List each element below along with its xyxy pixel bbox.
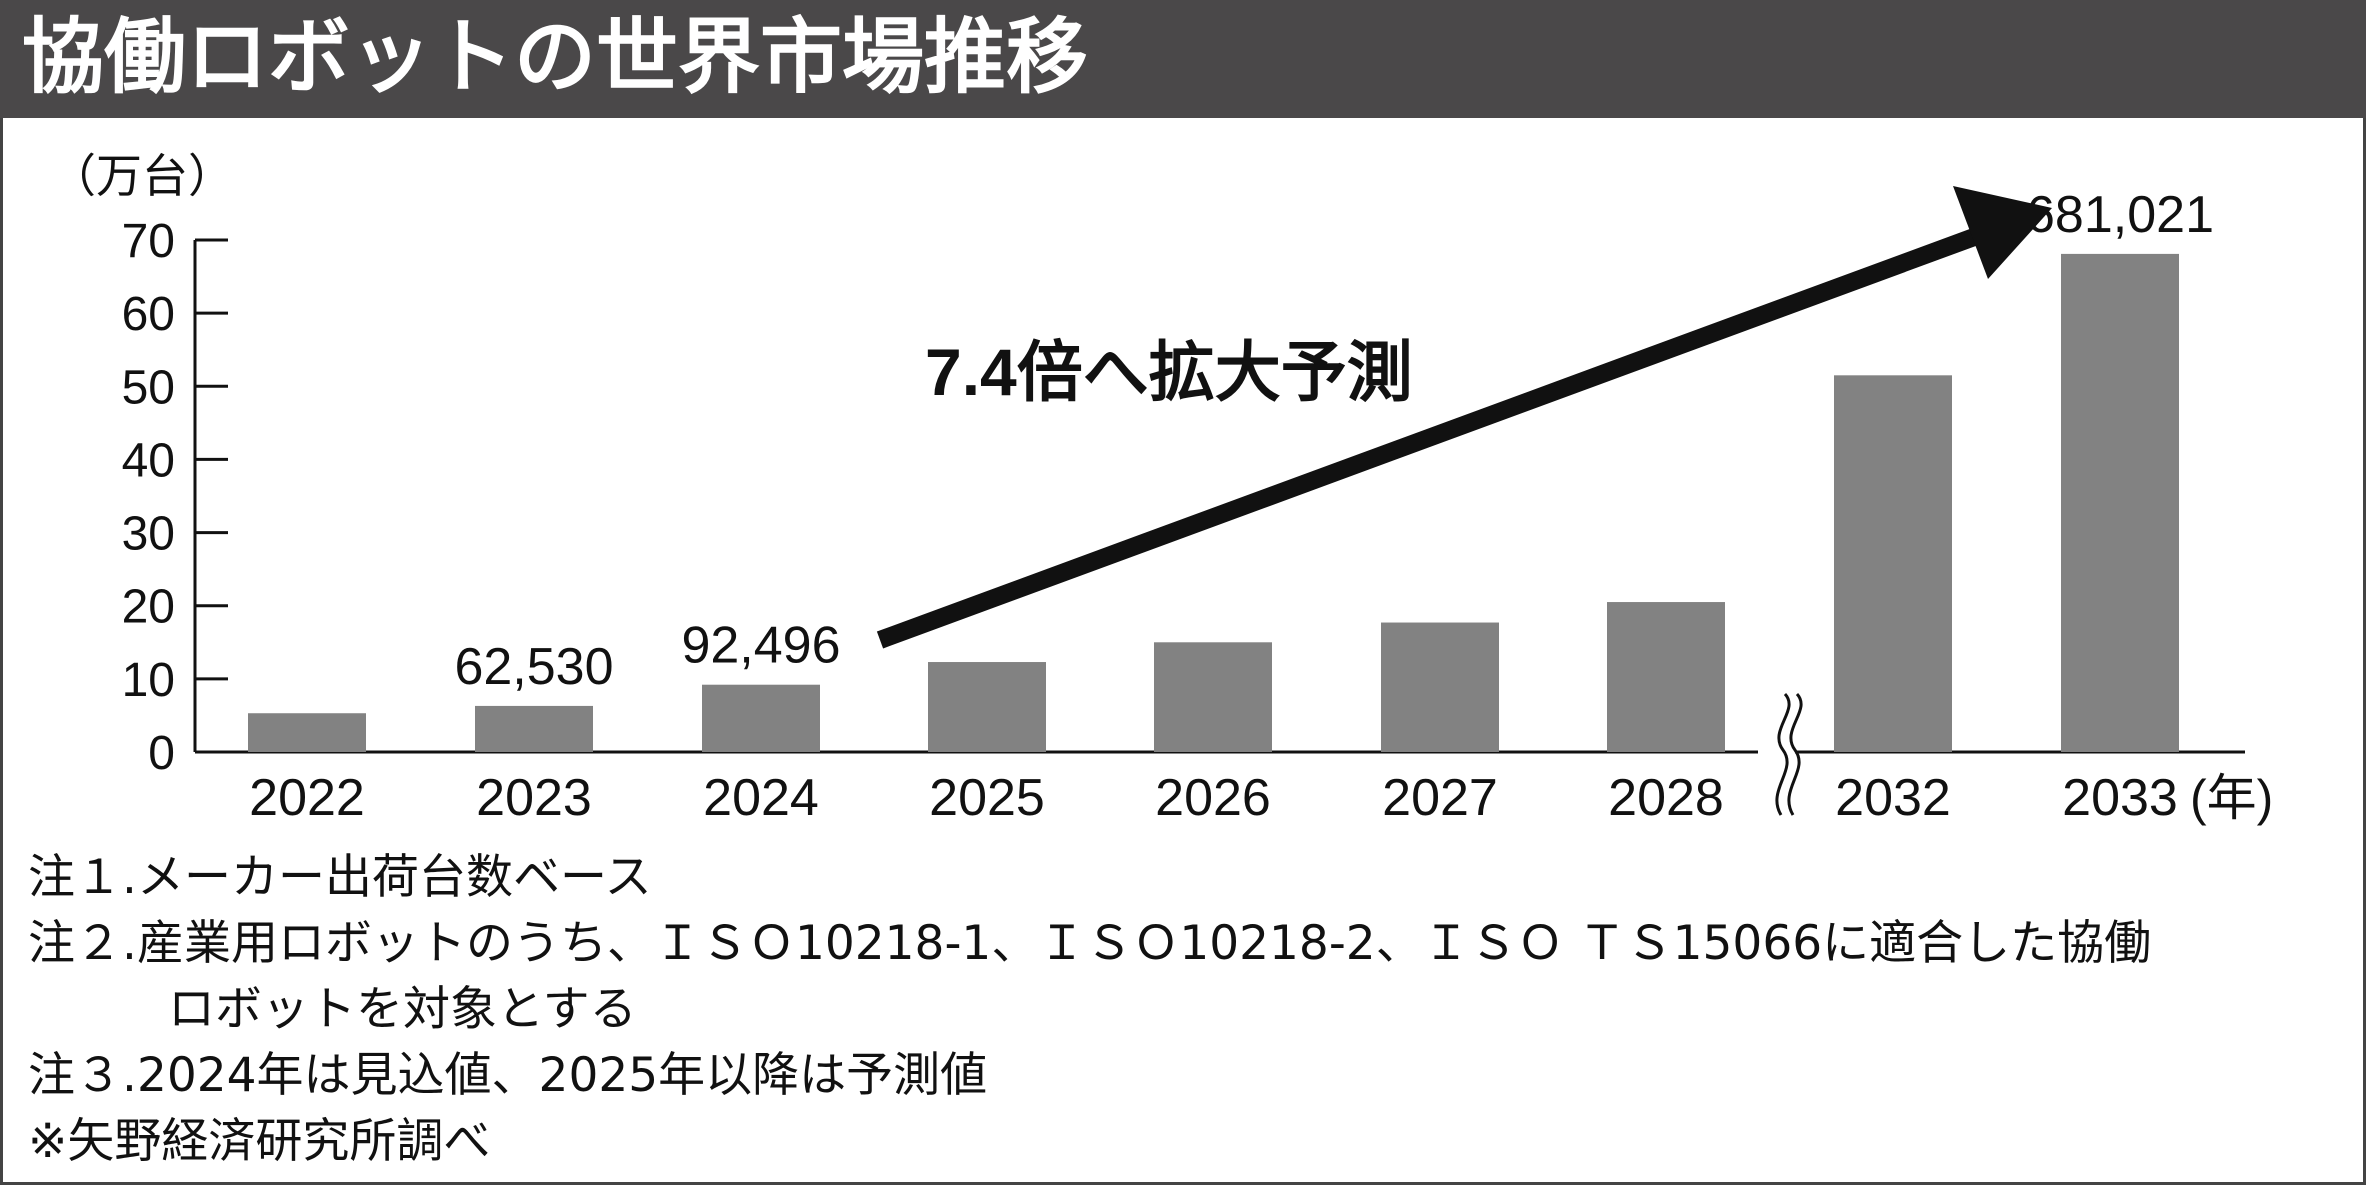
bar <box>928 662 1046 752</box>
y-tick-label: 50 <box>122 361 175 414</box>
note-3: 注３.2024年は見込値、2025年以降は予測値 <box>28 1048 988 1103</box>
axis-break-mark <box>1775 692 1791 816</box>
y-unit-label: （万台） <box>50 150 234 202</box>
x-tick-label: 2022 <box>249 769 365 827</box>
axis-break-mark-2 <box>1787 692 1803 816</box>
y-tick-label: 40 <box>122 434 175 487</box>
y-tick-label: 70 <box>122 215 175 268</box>
trend-annotation: 7.4倍へ拡大予測 <box>925 335 1413 409</box>
y-tick-label: 20 <box>122 581 175 634</box>
source-note: ※矢野経済研究所調べ <box>28 1114 491 1169</box>
bar <box>702 684 820 752</box>
y-tick-label: 30 <box>122 508 175 561</box>
trend-arrow-shaft <box>876 224 1989 649</box>
x-tick-label: 2032 <box>1835 769 1951 827</box>
data-label: 681,021 <box>2026 186 2214 244</box>
title-bar: 協働ロボットの世界市場推移 <box>0 0 2366 118</box>
trend-arrow-head <box>1953 186 2052 279</box>
x-tick-label: 2033 <box>2062 769 2178 827</box>
x-unit-label: (年) <box>2190 770 2273 826</box>
note-2-continued: ロボットを対象とする <box>168 982 637 1037</box>
x-tick-label: 2025 <box>929 769 1045 827</box>
y-tick-label: 60 <box>122 288 175 341</box>
bar <box>2061 253 2179 752</box>
data-label: 92,496 <box>681 617 840 675</box>
x-tick-label: 2024 <box>703 769 819 827</box>
footnotes: 注１.メーカー出荷台数ベース 注２.産業用ロボットのうち、ＩＳＯ10218-1、… <box>28 845 2348 1175</box>
x-tick-label: 2023 <box>476 769 592 827</box>
bar <box>1154 642 1272 752</box>
bar <box>1381 622 1499 752</box>
bar <box>1834 375 1952 752</box>
x-tick-label: 2028 <box>1608 769 1724 827</box>
note-1: 注１.メーカー出荷台数ベース <box>28 850 652 905</box>
bar-chart: （万台） 0 10 20 30 40 50 60 70 2022 2023 2024 2025 202… <box>50 150 2273 827</box>
bar <box>475 705 593 752</box>
x-tick-label: 2026 <box>1155 769 1271 827</box>
bar <box>248 713 366 752</box>
x-tick-label: 2027 <box>1382 769 1498 827</box>
chart-title: 協働ロボットの世界市場推移 <box>22 10 1089 105</box>
y-tick-label: 0 <box>148 727 175 780</box>
data-label: 62,530 <box>454 638 613 696</box>
bar <box>1607 602 1725 752</box>
note-2: 注２.産業用ロボットのうち、ＩＳＯ10218-1、ＩＳＯ10218-2、ＩＳＯ … <box>28 916 2152 971</box>
y-tick-label: 10 <box>122 654 175 707</box>
